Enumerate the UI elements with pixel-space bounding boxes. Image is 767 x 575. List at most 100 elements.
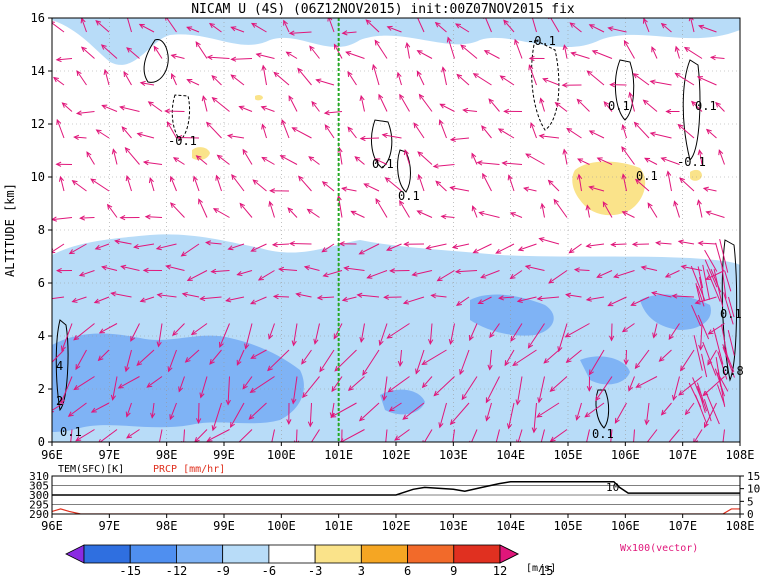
wind-vector xyxy=(103,68,110,86)
wind-vector xyxy=(565,349,582,363)
wind-vector xyxy=(279,155,298,165)
wind-vector xyxy=(705,391,720,425)
surface-y-right-label: 0 xyxy=(747,508,754,521)
wind-vector xyxy=(455,296,470,306)
wind-vector xyxy=(381,132,402,139)
contour-7 xyxy=(682,59,701,161)
wind-vector xyxy=(633,429,635,442)
colorbar-tick-label: 9 xyxy=(450,564,457,575)
wind-vector xyxy=(120,264,140,271)
wind-vector xyxy=(142,267,163,274)
wind-vector xyxy=(167,349,177,373)
wind-vector xyxy=(693,429,703,442)
wind-vector xyxy=(722,344,735,373)
wind-vector xyxy=(196,402,202,425)
wind-vector xyxy=(416,210,433,218)
wind-vector xyxy=(595,376,613,402)
colorbar-unit: [m/s] xyxy=(526,563,556,574)
wind-vector xyxy=(211,96,230,112)
wind-vector xyxy=(562,44,568,59)
wind-vector xyxy=(524,264,545,271)
wind-vector xyxy=(586,429,590,442)
surface-x-tick-label: 96E xyxy=(41,519,63,533)
wind-vector xyxy=(476,160,500,166)
wind-vector xyxy=(548,270,568,284)
contour-10 xyxy=(721,239,738,382)
wind-vector xyxy=(644,402,650,426)
wind-vector xyxy=(705,128,717,139)
wind-vector xyxy=(79,215,95,221)
wind-vector xyxy=(255,52,275,59)
wind-vector xyxy=(250,22,267,33)
wind-vector xyxy=(477,296,492,305)
surface-x-tick-label: 103E xyxy=(439,519,468,533)
wind-vector xyxy=(358,243,380,255)
colorbar-tick-label: 6 xyxy=(404,564,411,575)
x-tick-label: 107E xyxy=(668,448,697,462)
wind-vector xyxy=(503,108,523,115)
colorbar-extend-high-tip xyxy=(499,544,519,564)
colorbar-swatch xyxy=(83,544,131,564)
wind-vector xyxy=(696,199,703,218)
wind-vector xyxy=(397,349,404,367)
wind-vector xyxy=(55,161,73,167)
wind-vector xyxy=(503,19,515,33)
wind-vector xyxy=(330,402,357,418)
wind-vector xyxy=(356,292,380,298)
wind-vector xyxy=(710,268,722,293)
wind-vector xyxy=(252,179,267,192)
wind-vector xyxy=(688,382,702,408)
wind-vector xyxy=(322,270,343,278)
surface-y-left-label: 300 xyxy=(29,489,49,502)
wind-vector xyxy=(655,240,672,246)
wind-vector xyxy=(184,349,200,363)
wind-vector xyxy=(366,270,388,279)
wind-vector xyxy=(449,185,470,192)
wind-vector xyxy=(52,243,65,254)
contour-label: 0.1 xyxy=(720,307,742,321)
wind-vector xyxy=(704,249,718,272)
wind-vector xyxy=(701,353,708,378)
wind-vector xyxy=(702,341,717,376)
wind-vector xyxy=(142,160,163,166)
wind-vector xyxy=(166,121,177,139)
wind-vector xyxy=(497,295,515,301)
wind-vector xyxy=(239,202,253,218)
surface-y-right-label: 5 xyxy=(747,495,754,508)
surface-series xyxy=(52,480,740,514)
colorbar-tick-label: 12 xyxy=(493,564,507,575)
wind-vector xyxy=(60,376,73,405)
wind-vector xyxy=(461,376,478,401)
shade-upper-band xyxy=(52,18,740,65)
wind-vector xyxy=(210,268,230,275)
wind-vector xyxy=(684,402,695,416)
contour-label: 0.1 xyxy=(608,99,630,113)
shade-yellow-4 xyxy=(255,94,263,101)
wind-vector xyxy=(98,323,118,334)
contour-1 xyxy=(143,39,169,83)
wind-vector xyxy=(156,323,163,348)
wind-vector xyxy=(542,77,560,86)
contour-label: 0.1 xyxy=(372,157,394,171)
wind-vector xyxy=(267,349,290,372)
wind-vector xyxy=(642,18,650,33)
wind-vector xyxy=(378,93,388,112)
contour-2 xyxy=(171,94,191,141)
wind-vector xyxy=(680,349,695,372)
wind-vector xyxy=(512,349,537,367)
wind-vector xyxy=(242,376,253,390)
wind-vector xyxy=(436,270,455,282)
wind-vector xyxy=(310,429,320,442)
wind-vector xyxy=(713,269,724,307)
wind-vector xyxy=(727,330,735,356)
wind-vector xyxy=(727,296,735,318)
wind-vector xyxy=(257,270,275,281)
wind-vector xyxy=(715,242,724,271)
wind-vector xyxy=(358,402,380,422)
wind-vector xyxy=(702,264,711,300)
wind-vector xyxy=(389,268,410,274)
wind-vector xyxy=(607,296,627,307)
wind-vector xyxy=(238,429,253,442)
wind-vector xyxy=(383,294,402,300)
wind-vector xyxy=(553,198,568,218)
